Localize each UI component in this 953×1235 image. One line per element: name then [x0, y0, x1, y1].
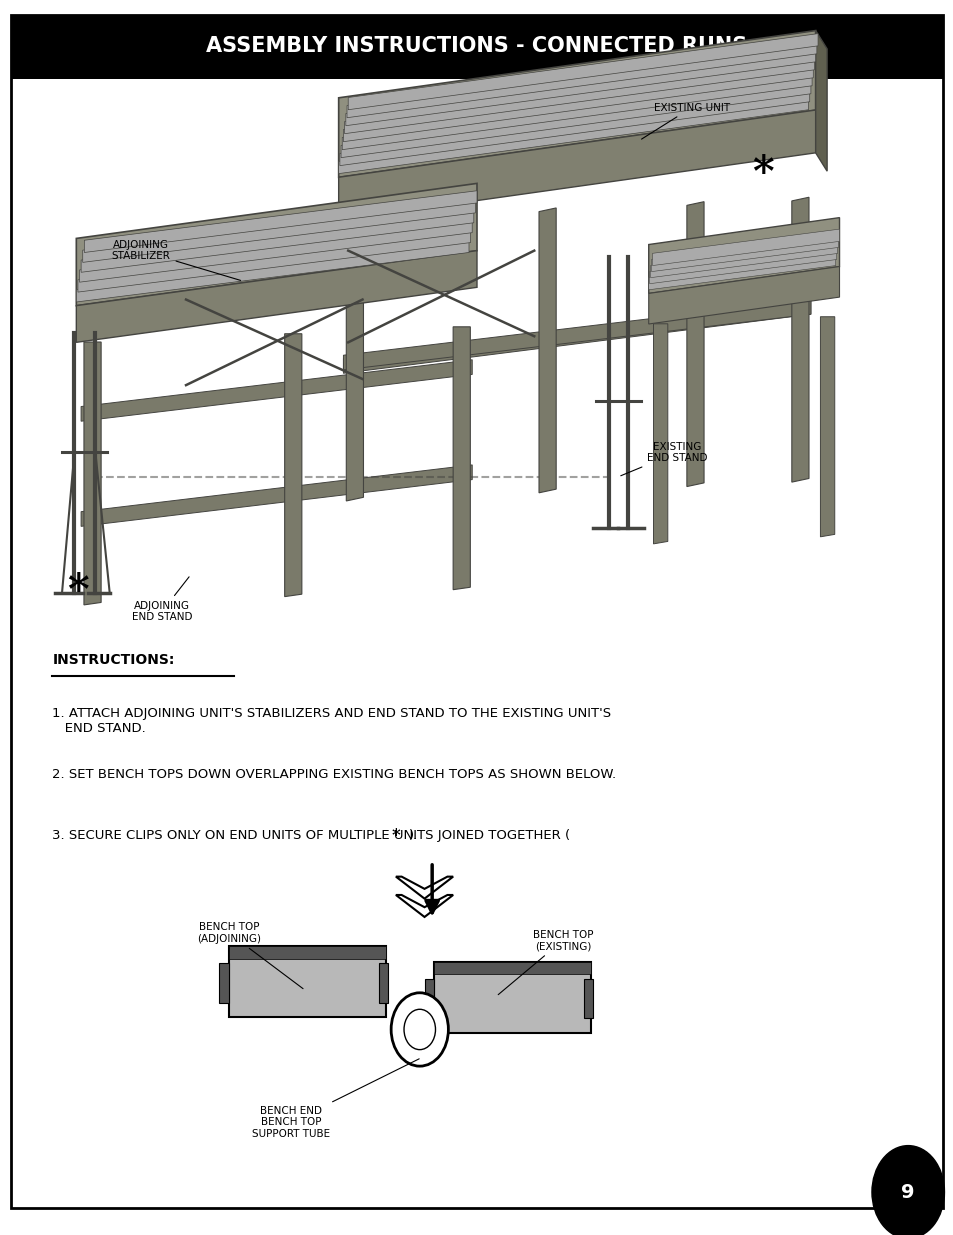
Polygon shape	[84, 190, 476, 252]
Text: ).: ).	[408, 829, 417, 842]
Polygon shape	[338, 110, 815, 220]
FancyBboxPatch shape	[424, 979, 434, 1019]
Polygon shape	[791, 198, 808, 482]
Polygon shape	[649, 247, 836, 284]
Polygon shape	[345, 49, 815, 126]
Text: ADJOINING
END STAND: ADJOINING END STAND	[132, 577, 193, 622]
Polygon shape	[651, 235, 838, 272]
Polygon shape	[820, 316, 834, 537]
FancyBboxPatch shape	[219, 963, 229, 1003]
FancyBboxPatch shape	[434, 962, 591, 1034]
Text: *: *	[752, 153, 773, 195]
Polygon shape	[653, 324, 667, 543]
Polygon shape	[343, 65, 812, 142]
Text: 1. ATTACH ADJOINING UNIT'S STABILIZERS AND END STAND TO THE EXISTING UNIT'S
   E: 1. ATTACH ADJOINING UNIT'S STABILIZERS A…	[52, 706, 611, 735]
Polygon shape	[343, 300, 810, 370]
Polygon shape	[339, 89, 809, 165]
Polygon shape	[81, 359, 472, 421]
FancyBboxPatch shape	[434, 962, 591, 974]
Polygon shape	[347, 42, 816, 117]
FancyBboxPatch shape	[11, 15, 942, 1208]
Text: 9: 9	[901, 1183, 914, 1202]
Polygon shape	[79, 220, 472, 282]
Polygon shape	[76, 241, 469, 303]
Polygon shape	[83, 200, 475, 262]
Text: *: *	[391, 826, 400, 844]
Polygon shape	[342, 74, 811, 149]
Polygon shape	[650, 241, 837, 278]
Polygon shape	[395, 877, 453, 899]
Polygon shape	[648, 217, 839, 294]
Text: BENCH TOP
(EXISTING): BENCH TOP (EXISTING)	[497, 930, 593, 994]
FancyBboxPatch shape	[229, 946, 386, 958]
Text: INSTRUCTIONS:: INSTRUCTIONS:	[52, 653, 174, 667]
Polygon shape	[652, 230, 839, 266]
FancyBboxPatch shape	[378, 963, 388, 1003]
Circle shape	[871, 1146, 943, 1235]
Polygon shape	[648, 267, 839, 324]
Polygon shape	[341, 82, 810, 158]
Text: EXISTING
END STAND: EXISTING END STAND	[620, 442, 707, 475]
Polygon shape	[815, 31, 826, 172]
Polygon shape	[344, 58, 814, 133]
Polygon shape	[453, 327, 470, 589]
Polygon shape	[78, 231, 470, 293]
Polygon shape	[648, 253, 835, 290]
Text: 2. SET BENCH TOPS DOWN OVERLAPPING EXISTING BENCH TOPS AS SHOWN BELOW.: 2. SET BENCH TOPS DOWN OVERLAPPING EXIST…	[52, 768, 616, 781]
Polygon shape	[538, 207, 556, 493]
Polygon shape	[686, 201, 703, 487]
Text: EXISTING UNIT: EXISTING UNIT	[640, 103, 729, 140]
Text: ASSEMBLY INSTRUCTIONS - CONNECTED RUNS: ASSEMBLY INSTRUCTIONS - CONNECTED RUNS	[206, 37, 747, 57]
Polygon shape	[338, 98, 807, 174]
Text: 3. SECURE CLIPS ONLY ON END UNITS OF MULTIPLE UNITS JOINED TOGETHER (: 3. SECURE CLIPS ONLY ON END UNITS OF MUL…	[52, 829, 570, 842]
Polygon shape	[346, 216, 363, 501]
Polygon shape	[81, 210, 474, 272]
Polygon shape	[76, 251, 476, 342]
Polygon shape	[348, 33, 817, 110]
Polygon shape	[81, 464, 472, 526]
Polygon shape	[338, 31, 815, 178]
FancyBboxPatch shape	[11, 15, 942, 79]
Text: BENCH TOP
(ADJOINING): BENCH TOP (ADJOINING)	[196, 923, 303, 989]
Polygon shape	[84, 342, 101, 605]
Circle shape	[404, 1009, 435, 1050]
Text: ADJOINING
STABILIZER: ADJOINING STABILIZER	[112, 240, 240, 280]
Polygon shape	[76, 183, 476, 305]
Circle shape	[391, 993, 448, 1066]
Polygon shape	[395, 895, 453, 916]
Text: *: *	[68, 571, 89, 613]
Polygon shape	[284, 333, 301, 597]
FancyBboxPatch shape	[583, 979, 593, 1019]
Polygon shape	[343, 300, 810, 373]
Text: BENCH END
BENCH TOP
SUPPORT TUBE: BENCH END BENCH TOP SUPPORT TUBE	[252, 1058, 418, 1139]
FancyBboxPatch shape	[229, 946, 386, 1018]
